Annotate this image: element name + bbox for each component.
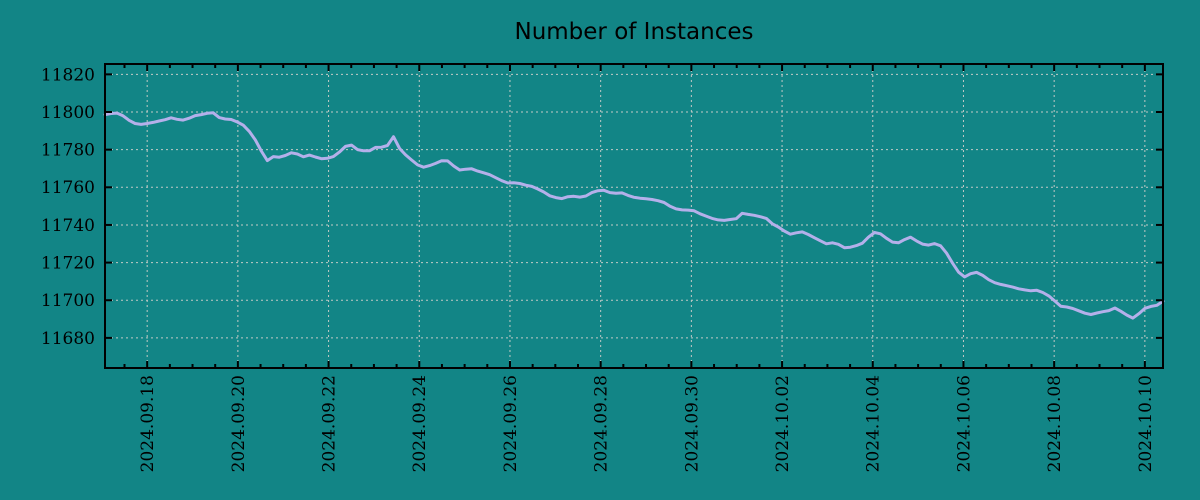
- x-tick-label: 2024.09.28: [592, 375, 612, 472]
- y-tick-label: 11800: [41, 103, 95, 123]
- y-tick-label: 11820: [41, 65, 95, 85]
- series-lines: [103, 111, 1165, 320]
- y-tick-label: 11700: [41, 291, 95, 311]
- axis-tick-labels: 11820 11800 11780 11760 11740 11720 11700 11680…: [41, 65, 1156, 472]
- x-tick-label: 2024.09.18: [138, 375, 158, 472]
- x-tick-label: 2024.10.06: [954, 375, 974, 472]
- x-tick-label: 2024.10.04: [864, 375, 884, 472]
- y-tick-label: 11760: [41, 178, 95, 198]
- chart-title: Number of Instances: [515, 19, 754, 45]
- y-tick-label: 11740: [41, 216, 95, 236]
- y-tick-label: 11780: [41, 141, 95, 161]
- y-tick-label: 11680: [41, 329, 95, 349]
- x-tick-label: 2024.10.02: [773, 375, 793, 472]
- x-tick-label: 2024.09.22: [320, 375, 340, 472]
- series-line-number-of-instances: [103, 111, 1165, 320]
- plot-border: [104, 63, 1164, 369]
- x-tick-label: 2024.09.24: [410, 375, 430, 472]
- y-tick-label: 11720: [41, 254, 95, 274]
- x-tick-label: 2024.09.30: [682, 375, 702, 472]
- x-tick-label: 2024.09.20: [229, 375, 249, 472]
- x-tick-label: 2024.10.10: [1136, 375, 1156, 472]
- gridlines: [106, 65, 1162, 367]
- x-tick-label: 2024.10.08: [1045, 375, 1065, 472]
- x-tick-label: 2024.09.26: [501, 375, 521, 472]
- axes-and-ticks: [104, 63, 1164, 369]
